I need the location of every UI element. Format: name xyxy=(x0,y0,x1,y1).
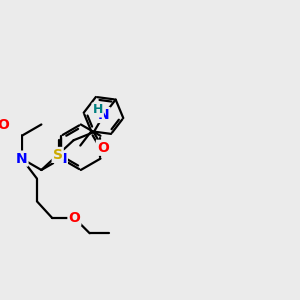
Text: H: H xyxy=(99,109,109,122)
Text: O: O xyxy=(97,141,109,155)
Text: H: H xyxy=(92,103,103,116)
Text: N: N xyxy=(16,152,28,166)
Text: S: S xyxy=(53,148,63,162)
Text: O: O xyxy=(0,118,10,132)
Text: N: N xyxy=(98,108,110,122)
Text: N: N xyxy=(55,152,67,166)
Text: O: O xyxy=(68,211,80,225)
